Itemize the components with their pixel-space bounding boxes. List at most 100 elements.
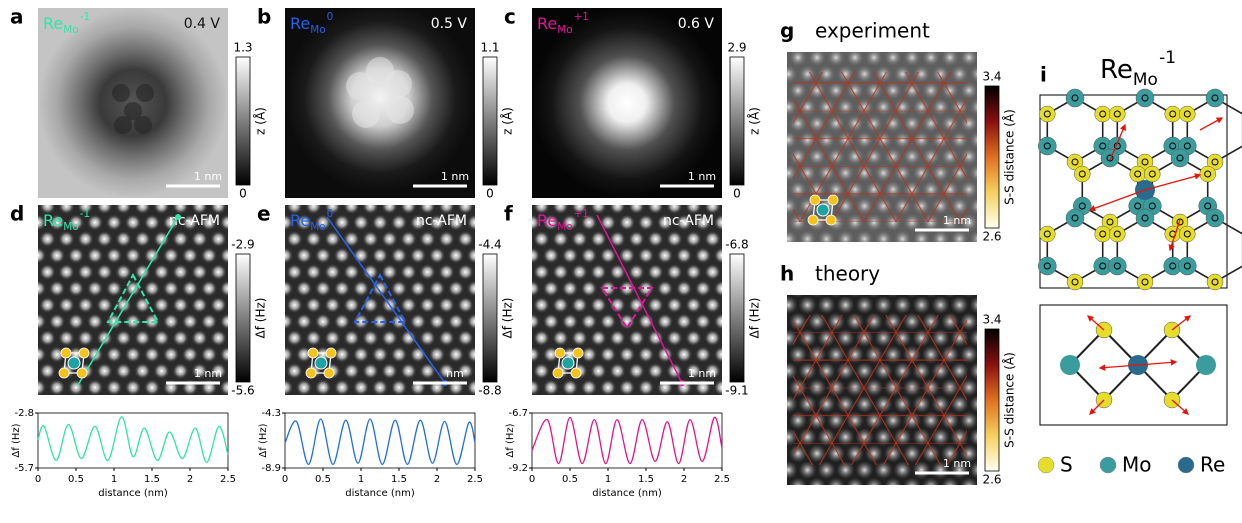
site	[1169, 262, 1177, 270]
s-atom	[1144, 165, 1161, 183]
mo-atom	[1170, 148, 1190, 168]
distance-grid	[793, 315, 967, 465]
legend-label: Re	[1200, 453, 1225, 477]
site	[1043, 110, 1051, 118]
scale-label: 1 nm	[194, 170, 222, 183]
tag-base: Re	[290, 211, 310, 230]
colorbar-min: -8.8	[478, 384, 501, 398]
y-axis-label: Δf (Hz)	[258, 423, 269, 457]
site	[1211, 278, 1219, 286]
panel-label: i	[1040, 63, 1047, 87]
bright-lobe	[346, 72, 374, 100]
site	[1043, 262, 1051, 270]
y-axis-label: Δf (Hz)	[505, 423, 516, 457]
displacement-arrow	[1089, 399, 1105, 415]
colorbar-title: S-S distance (Å)	[1002, 352, 1017, 448]
s-atom-icon	[78, 347, 90, 359]
y-tick-label: -4.3	[261, 408, 281, 419]
tag-sub: Mo	[63, 24, 79, 36]
profile-line	[284, 418, 476, 466]
tag-base: Re	[537, 14, 557, 33]
site	[1113, 230, 1121, 238]
x-tick-label: 1.5	[391, 474, 407, 485]
scale-label: 1 nm	[688, 367, 716, 380]
plot-frame	[531, 412, 723, 469]
x-tick-label: 0.5	[68, 474, 84, 485]
x-tick-label: 2	[681, 474, 687, 485]
s-atom-icon	[809, 194, 821, 206]
site	[1183, 230, 1191, 238]
site	[1183, 142, 1191, 150]
y-tick-label: -5.7	[14, 463, 34, 474]
s-atom-icon	[827, 194, 839, 206]
defect-tag: ReMo+1	[537, 208, 589, 233]
colorbar	[729, 253, 745, 383]
s-atom	[1066, 153, 1084, 171]
dashed-triangle	[600, 287, 654, 330]
mo-atom-icon	[314, 356, 328, 370]
s-atom	[1094, 105, 1111, 123]
colorbar-min: 0	[486, 187, 494, 201]
bright-lobe	[386, 96, 414, 124]
profile-path	[326, 216, 446, 384]
defect-tag: ReMo0	[290, 208, 333, 233]
site	[1141, 214, 1149, 222]
tag-sup: -1	[1159, 47, 1176, 67]
colorbar-min: -9.1	[725, 384, 748, 398]
x-tick-label: 2	[434, 474, 440, 485]
x-tick-label: 0	[282, 474, 288, 485]
s-atom	[1101, 213, 1119, 231]
bias: 0.4 V	[184, 16, 221, 32]
tag-sup: -1	[80, 11, 90, 23]
site	[1099, 262, 1107, 270]
metal-atom	[1196, 355, 1216, 375]
mo-atom	[1178, 256, 1197, 276]
s-atom-icon	[825, 214, 837, 226]
colorbar-min: 0	[239, 187, 247, 201]
site	[1204, 170, 1212, 178]
colorbar-title: Δf (Hz)	[254, 298, 268, 339]
bias: 0.5 V	[431, 16, 468, 32]
colorbar-title: S-S distance (Å)	[1002, 109, 1017, 205]
tag-base: Re	[290, 14, 310, 33]
colorbar-title: Δf (Hz)	[501, 298, 515, 339]
defect-tag: ReMo-1	[43, 11, 90, 36]
panel-label: h	[780, 262, 794, 286]
x-tick-label: 0	[35, 474, 41, 485]
displacement-arrow	[1088, 189, 1146, 212]
profile-end	[175, 214, 181, 220]
x-tick-label: 1	[605, 474, 611, 485]
s-atom-icon	[325, 347, 337, 359]
tag-sup: +1	[574, 208, 589, 220]
site	[1211, 94, 1219, 102]
displacement-arrow	[1199, 117, 1224, 131]
tag-sub: Mo	[557, 221, 572, 233]
structure-side	[1060, 315, 1216, 415]
s-atom	[1136, 273, 1154, 291]
s-atom	[1206, 153, 1224, 171]
panel-title: experiment	[815, 19, 930, 43]
site	[1169, 110, 1177, 118]
s-atom	[1066, 273, 1084, 291]
scale-label: 1 nm	[441, 170, 469, 183]
x-tick-label: 0	[529, 474, 535, 485]
colorbar-title: Δf (Hz)	[748, 298, 762, 339]
s-atom-icon	[807, 214, 819, 226]
panel-label: g	[780, 19, 794, 43]
s-atom	[1136, 153, 1154, 171]
bright-lobe	[366, 57, 394, 85]
s-atom-icon	[552, 367, 564, 379]
site	[1141, 278, 1149, 286]
displacement-arrow	[1144, 173, 1202, 191]
site	[1183, 262, 1191, 270]
mo-atom	[1065, 208, 1085, 228]
colorbar	[984, 328, 1000, 472]
tag-base: Re	[537, 211, 557, 230]
tag-sup: -1	[80, 208, 90, 220]
tag-sup: 0	[327, 208, 334, 220]
image	[532, 8, 722, 198]
dashed-triangle	[353, 272, 407, 323]
legend-label: S	[1060, 453, 1073, 477]
